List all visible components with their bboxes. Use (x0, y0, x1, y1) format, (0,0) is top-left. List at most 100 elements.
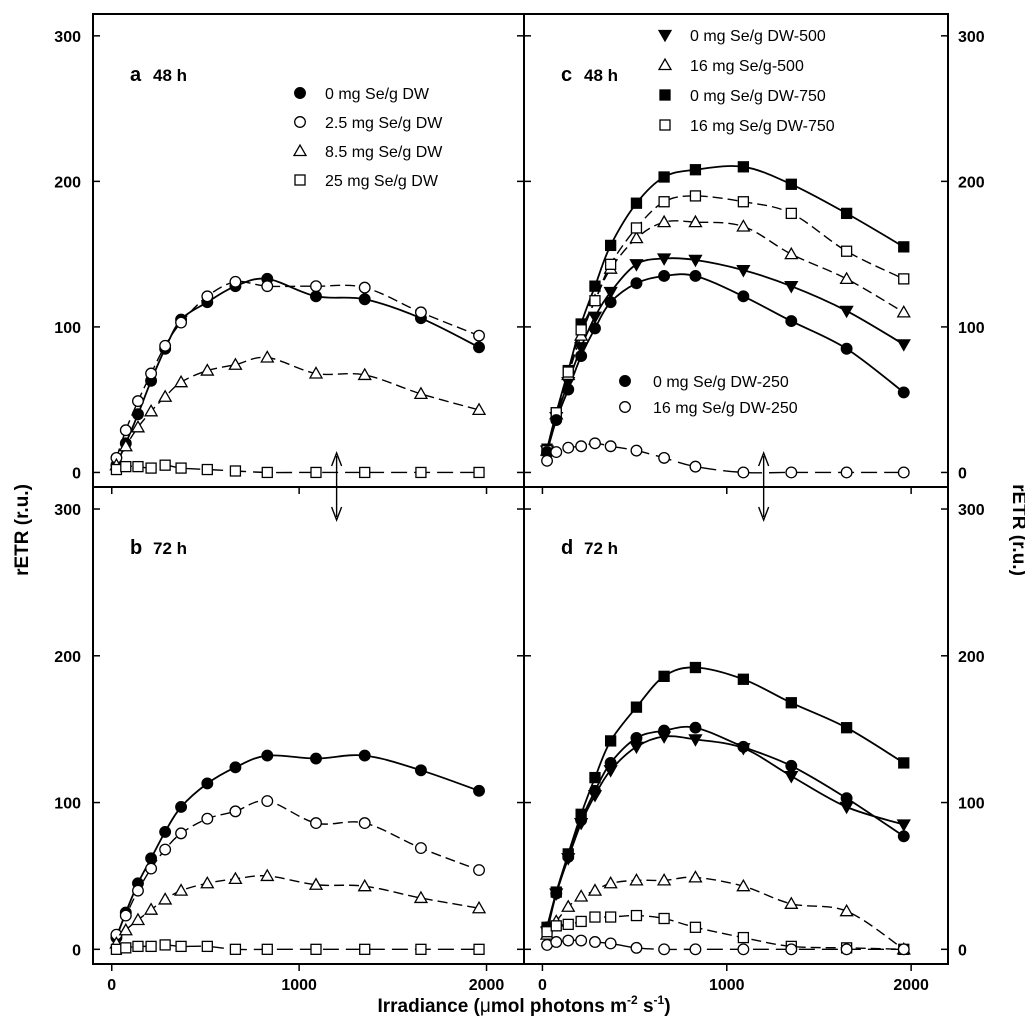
data-point (120, 942, 132, 954)
data-point (575, 324, 587, 336)
y-tick-label: 200 (958, 649, 985, 666)
data-point (261, 466, 273, 479)
data-point (689, 460, 702, 473)
data-point (840, 792, 853, 805)
data-point (358, 817, 371, 830)
data-point (201, 463, 213, 476)
legend-label: 8.5 mg Se/g DW (325, 144, 443, 161)
data-point (604, 440, 617, 453)
data-point (897, 386, 910, 399)
data-point (737, 943, 750, 956)
data-point (688, 254, 703, 268)
data-point (784, 246, 799, 260)
data-point (656, 214, 672, 228)
legend-marker (292, 143, 308, 157)
x-tick-label: 0 (107, 977, 116, 994)
data-point (175, 827, 188, 840)
arrow-head-up (330, 451, 343, 467)
data-point (785, 943, 798, 956)
data-point (589, 322, 601, 335)
data-point (784, 770, 799, 784)
data-point (415, 466, 427, 479)
data-point (145, 852, 158, 865)
y-tick-label: 0 (958, 465, 967, 482)
data-point (357, 367, 372, 381)
y-tick-label: 100 (54, 320, 81, 337)
data-point (310, 280, 322, 293)
data-point (737, 673, 750, 685)
data-point (359, 466, 371, 479)
data-point (784, 281, 799, 294)
data-point (574, 342, 589, 355)
y-tick-label: 300 (958, 29, 985, 46)
data-point (603, 875, 618, 889)
data-point (414, 306, 427, 319)
data-point (604, 296, 617, 309)
data-point (656, 253, 672, 266)
legend-label: 0 mg Se/g DW-500 (690, 28, 826, 45)
data-point (589, 936, 601, 948)
data-point (143, 404, 159, 417)
data-point (629, 230, 644, 244)
legend-marker (294, 87, 306, 99)
arrow-head-down (330, 506, 343, 522)
data-point (159, 339, 172, 352)
data-point (145, 862, 158, 875)
data-point (604, 239, 617, 252)
data-point (604, 937, 617, 950)
panel-frame (523, 486, 949, 965)
data-point (471, 900, 487, 914)
data-point (118, 922, 133, 936)
data-point (737, 931, 750, 944)
data-point (896, 305, 911, 318)
data-point (737, 740, 750, 753)
data-point (200, 363, 215, 376)
y-tick-label: 0 (958, 942, 967, 959)
data-point (310, 290, 322, 303)
data-point (308, 877, 324, 890)
x-tick-label: 2000 (893, 977, 929, 994)
x-tick-label: 0 (538, 977, 547, 994)
data-point (159, 459, 171, 471)
data-point (898, 273, 910, 285)
data-point (229, 805, 242, 818)
data-point (630, 941, 643, 954)
data-point (261, 795, 274, 808)
data-point (473, 864, 485, 877)
data-point (840, 466, 853, 479)
panel-time: 72 h (153, 539, 187, 558)
data-point (589, 771, 601, 784)
data-point (261, 280, 274, 293)
series-line (115, 875, 480, 944)
data-point (737, 196, 750, 208)
data-point (229, 465, 242, 477)
data-point (261, 943, 273, 955)
data-point (896, 819, 911, 832)
data-point (561, 899, 576, 912)
data-point (414, 842, 427, 855)
y-tick-label: 100 (958, 320, 985, 337)
panel-time: 48 h (584, 66, 618, 85)
data-point (736, 878, 751, 892)
data-point (130, 420, 146, 433)
data-point (358, 749, 371, 762)
data-point (689, 164, 702, 176)
legend-secondary: 0 mg Se/g DW-250 16 mg Se/g DW-250 (619, 374, 798, 417)
data-point (689, 190, 702, 202)
data-point (159, 843, 172, 856)
data-point (562, 918, 574, 931)
data-point (688, 734, 703, 747)
x-tick-label: 1000 (709, 977, 745, 994)
data-point (550, 920, 562, 932)
data-point (575, 350, 588, 362)
legend-marker (659, 89, 671, 101)
data-point (229, 761, 242, 774)
data-point (658, 270, 671, 282)
data-point (550, 414, 563, 427)
data-point (159, 939, 171, 951)
data-point (658, 196, 670, 208)
data-point (415, 943, 427, 955)
data-point (840, 943, 853, 956)
legend-label: 16 mg Se/g-500 (690, 58, 804, 75)
data-point (228, 871, 243, 885)
